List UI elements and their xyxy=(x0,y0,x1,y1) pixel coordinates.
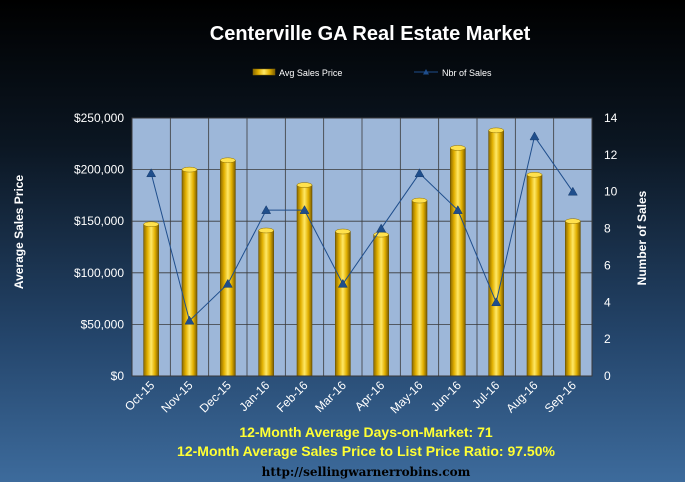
sales-marker xyxy=(452,205,463,214)
legend-bar-swatch xyxy=(252,68,276,76)
x-tick-label: Mar-16 xyxy=(312,378,349,415)
y-tick-label: $250,000 xyxy=(74,111,124,125)
price-bar-cap xyxy=(258,227,274,234)
price-bar xyxy=(258,230,274,377)
y2-axis-title: Number of Sales xyxy=(635,190,649,285)
x-tick-label: Oct-15 xyxy=(122,378,158,414)
y-tick-label: $0 xyxy=(111,369,125,383)
x-tick-label: Jun-16 xyxy=(428,378,464,414)
sales-marker xyxy=(184,315,195,325)
legend-marker-swatch xyxy=(423,69,429,75)
legend-label-price: Avg Sales Price xyxy=(279,68,342,78)
price-bar-cap xyxy=(296,182,313,188)
sales-marker xyxy=(337,278,348,288)
price-bar xyxy=(335,231,351,377)
price-bar xyxy=(526,174,543,377)
price-bar-cap xyxy=(450,145,466,151)
x-tick-label: Feb-16 xyxy=(274,378,311,415)
sales-marker xyxy=(491,297,502,307)
y2-tick-label: 14 xyxy=(604,111,618,125)
price-bar xyxy=(181,169,198,377)
price-bar xyxy=(220,160,236,377)
x-tick-label: Apr-16 xyxy=(352,378,388,414)
price-bar xyxy=(565,220,581,377)
sales-marker xyxy=(299,205,310,214)
price-ratio-text: 12-Month Average Sales Price to List Pri… xyxy=(177,443,555,459)
sales-marker xyxy=(261,205,272,214)
x-tick-label: Jul-16 xyxy=(469,378,502,411)
y-tick-label: $200,000 xyxy=(74,163,124,177)
plot-border xyxy=(131,117,593,377)
price-bar-cap xyxy=(335,228,351,235)
sales-polyline xyxy=(150,135,574,322)
y2-tick-label: 4 xyxy=(604,295,611,309)
y2-tick-label: 12 xyxy=(604,148,618,162)
price-bar xyxy=(143,223,159,377)
price-bar xyxy=(488,130,504,377)
x-tick-label: Aug-16 xyxy=(503,378,540,415)
y2-tick-label: 0 xyxy=(604,369,611,383)
price-bar-cap xyxy=(565,218,581,224)
price-bar xyxy=(411,200,428,377)
y2-tick-label: 10 xyxy=(604,185,618,199)
y-tick-label: $100,000 xyxy=(74,266,124,280)
x-tick-label: Nov-15 xyxy=(158,378,195,415)
days-on-market-text: 12-Month Average Days-on-Market: 71 xyxy=(239,424,493,440)
y-axis-title: Average Sales Price xyxy=(12,175,26,290)
sales-marker xyxy=(146,168,157,178)
x-axis-ticks: Oct-15 Nov-15 Dec-15 Jan-16 Feb-16 Mar-16 Apr-… xyxy=(122,378,579,416)
x-tick-label: Jan-16 xyxy=(236,378,272,414)
y-tick-label: $150,000 xyxy=(74,214,124,228)
sales-marker xyxy=(529,131,540,141)
sales-marker xyxy=(567,186,578,196)
website-url: http://sellingwarnerrobins.com xyxy=(262,465,471,479)
price-bar-cap xyxy=(488,127,504,134)
y2-tick-label: 8 xyxy=(604,222,611,236)
price-bar-cap xyxy=(220,157,236,164)
chart-title: Centerville GA Real Estate Market xyxy=(210,23,531,45)
x-tick-label: May-16 xyxy=(387,378,425,416)
sales-marker xyxy=(414,168,425,178)
legend-label-sales: Nbr of Sales xyxy=(442,68,492,78)
x-tick-label: Sep-16 xyxy=(542,378,579,415)
price-bar xyxy=(373,234,389,377)
sales-marker xyxy=(376,223,387,233)
price-bar xyxy=(450,147,466,377)
x-tick-label: Dec-15 xyxy=(197,378,234,415)
legend: Avg Sales Price Nbr of Sales xyxy=(252,68,492,78)
sales-line xyxy=(146,131,578,325)
sales-marker xyxy=(222,278,233,288)
price-bar-cap xyxy=(181,166,198,173)
left-axis-ticks: $0 $50,000 $100,000 $150,000 $200,000 $250,00… xyxy=(74,111,124,383)
y2-tick-label: 6 xyxy=(604,258,611,272)
price-bar-cap xyxy=(143,221,159,228)
y2-tick-label: 2 xyxy=(604,332,611,346)
y-tick-label: $50,000 xyxy=(81,317,125,331)
price-bar-cap xyxy=(411,197,428,204)
price-bar-cap xyxy=(526,172,543,178)
right-axis-ticks: 0 2 4 6 8 10 12 14 xyxy=(604,111,618,383)
